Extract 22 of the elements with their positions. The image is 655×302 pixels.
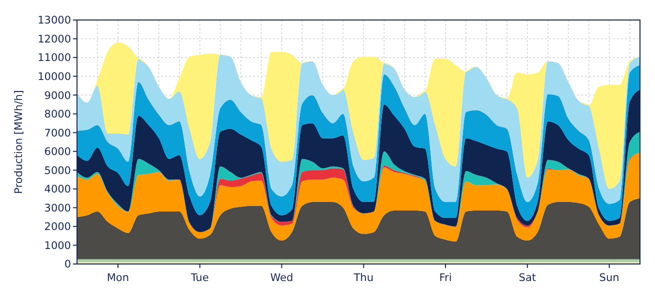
x-tick-label: Thu [352,272,374,284]
x-tick-label: Fri [439,272,452,284]
x-tick-label: Tue [190,272,209,284]
x-tick-label: Sun [599,272,620,284]
y-axis-title: Production [MWh/h] [13,90,25,194]
x-tick-label: Sat [518,272,536,284]
y-tick-label: 8000 [44,108,71,121]
y-tick-label: 1000 [44,240,71,252]
y-tick-label: 12000 [38,33,71,46]
y-tick-label: 3000 [44,202,71,214]
y-tick-label: 7000 [44,127,71,140]
y-tick-label: 13000 [38,14,71,27]
x-tick-label: Mon [106,272,130,284]
y-tick-label: 4000 [44,184,71,196]
y-tick-label: 2000 [44,221,71,234]
y-tick-label: 9000 [44,90,71,102]
x-tick-label: Wed [270,272,294,284]
y-tick-label: 0 [64,258,71,271]
y-tick-label: 6000 [44,146,71,158]
y-tick-label: 10000 [38,70,71,83]
y-tick-label: 5000 [44,164,71,177]
y-tick-label: 11000 [38,52,71,64]
